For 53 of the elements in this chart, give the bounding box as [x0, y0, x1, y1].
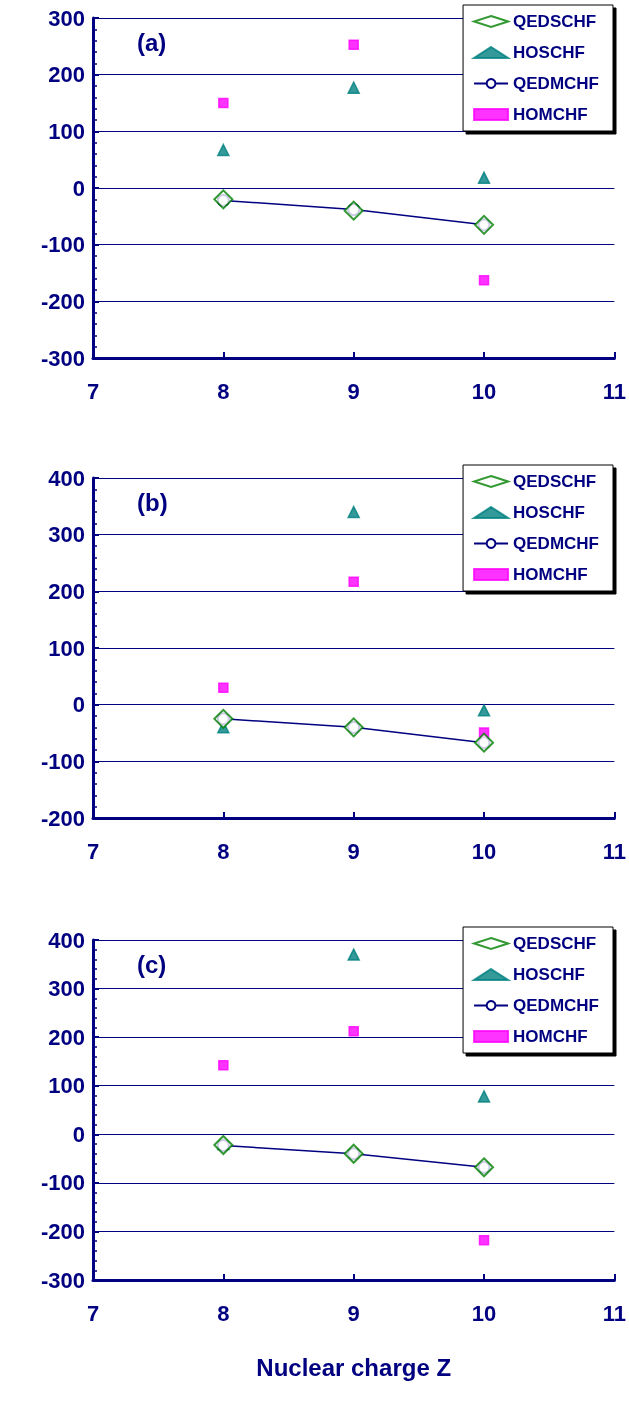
y-tick-label: 200: [48, 1024, 85, 1050]
y-tick-label: -200: [40, 805, 85, 831]
x-tick-label: 7: [86, 378, 100, 404]
legend-label: HOSCHF: [513, 43, 585, 62]
x-tick-label: 9: [347, 1300, 360, 1326]
y-tick-label: 300: [48, 5, 85, 31]
legend-label: QEDMCHF: [513, 534, 600, 553]
annotation: (c): [137, 950, 167, 978]
legend-label: QEDMCHF: [513, 74, 600, 93]
legend-label: HOMCHF: [513, 105, 588, 124]
x-axis-title: Nuclear charge Z: [256, 1353, 452, 1381]
y-tick-label: -100: [40, 232, 85, 258]
x-tick-label: 11: [602, 378, 626, 404]
legend-label: HOMCHF: [513, 565, 588, 584]
legend-label: QEDSCHF: [513, 472, 597, 491]
x-tick-label: 7: [86, 1300, 100, 1326]
legend-label: HOSCHF: [513, 503, 585, 522]
x-tick-label: 8: [217, 838, 230, 864]
y-tick-label: 300: [48, 522, 85, 548]
legend-label: QEDSCHF: [513, 12, 597, 31]
x-tick-label: 10: [471, 1300, 497, 1326]
y-tick-label: 400: [48, 927, 85, 953]
y-tick-label: -300: [40, 1267, 85, 1293]
x-tick-label: 11: [602, 838, 626, 864]
y-tick-label: 200: [48, 62, 85, 88]
x-tick-label: 11: [602, 1300, 626, 1326]
y-tick-label: -300: [40, 345, 85, 371]
y-tick-label: 0: [72, 1121, 85, 1147]
annotation: (a): [137, 28, 167, 56]
y-tick-label: 200: [48, 578, 85, 604]
x-tick-label: 10: [471, 378, 497, 404]
x-tick-label: 8: [217, 1300, 230, 1326]
legend-label: QEDMCHF: [513, 996, 600, 1015]
y-tick-label: 0: [72, 175, 85, 201]
y-tick-label: 100: [48, 118, 85, 144]
x-tick-label: 10: [471, 838, 497, 864]
y-tick-label: -100: [40, 1170, 85, 1196]
legend-label: QEDSCHF: [513, 934, 597, 953]
y-tick-label: 0: [72, 692, 85, 718]
y-tick-label: -200: [40, 1218, 85, 1244]
y-tick-label: 300: [48, 976, 85, 1002]
legend-label: HOSCHF: [513, 965, 585, 984]
legend-label: HOMCHF: [513, 1027, 588, 1046]
y-tick-label: 400: [48, 465, 85, 491]
x-tick-label: 7: [86, 838, 100, 864]
y-tick-label: 100: [48, 1073, 85, 1099]
x-tick-label: 8: [217, 378, 230, 404]
y-tick-label: 100: [48, 635, 85, 661]
x-tick-label: 9: [347, 378, 360, 404]
y-tick-label: -100: [40, 748, 85, 774]
annotation: (b): [137, 488, 168, 516]
y-tick-label: -200: [40, 288, 85, 314]
x-tick-label: 9: [347, 838, 360, 864]
